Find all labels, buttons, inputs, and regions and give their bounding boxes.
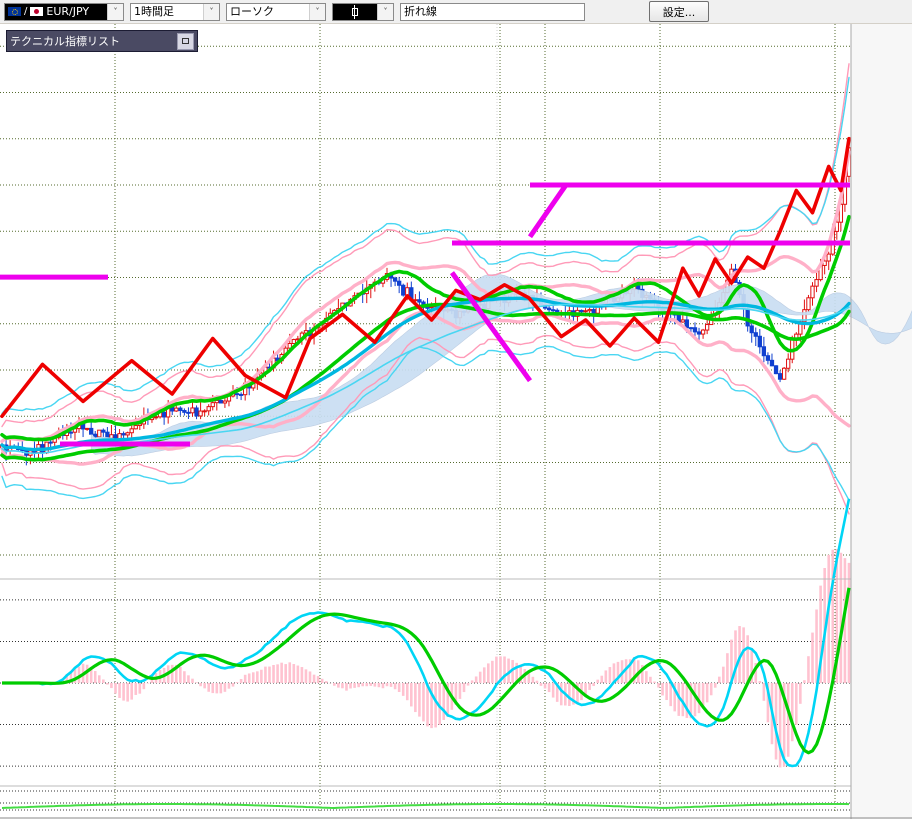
- symbol-value-wrap: / EUR/JPY: [5, 3, 107, 20]
- candlestyle-dropdown[interactable]: ˅: [332, 2, 394, 21]
- indicator-panel-title: テクニカル指標リスト: [10, 35, 120, 48]
- timeframe-dropdown[interactable]: 1時間足 ˅: [130, 2, 220, 21]
- jp-flag-icon: [30, 7, 44, 16]
- chevron-down-icon[interactable]: ˅: [309, 3, 325, 20]
- settings-button[interactable]: 設定...: [649, 1, 709, 22]
- chart-plot-svg: [0, 24, 912, 819]
- chart-toolbar: / EUR/JPY ˅ 1時間足 ˅ ローソク ˅ ˅ 折れ線 設定...: [0, 0, 912, 24]
- chart-canvas[interactable]: [0, 24, 912, 819]
- symbol-label: EUR/JPY: [46, 4, 90, 18]
- timeframe-label: 1時間足: [134, 4, 174, 18]
- candle-body: [352, 7, 358, 16]
- technical-indicator-list-panel[interactable]: テクニカル指標リスト: [6, 30, 198, 52]
- chevron-down-icon[interactable]: ˅: [203, 3, 219, 20]
- slash-separator: /: [24, 5, 28, 17]
- candlestick-icon: [333, 3, 377, 20]
- chevron-down-icon[interactable]: ˅: [107, 3, 123, 20]
- symbol-dropdown[interactable]: / EUR/JPY ˅: [4, 2, 124, 21]
- drawing-tool-input[interactable]: 折れ線: [400, 2, 585, 21]
- eu-flag-icon: [8, 7, 21, 16]
- charttype-label: ローソク: [230, 4, 274, 18]
- chevron-down-icon[interactable]: ˅: [377, 3, 393, 20]
- maximize-icon[interactable]: [177, 32, 194, 50]
- candle-wick: [354, 4, 355, 19]
- charttype-dropdown[interactable]: ローソク ˅: [226, 2, 326, 21]
- candlestick-glyph: [352, 4, 358, 19]
